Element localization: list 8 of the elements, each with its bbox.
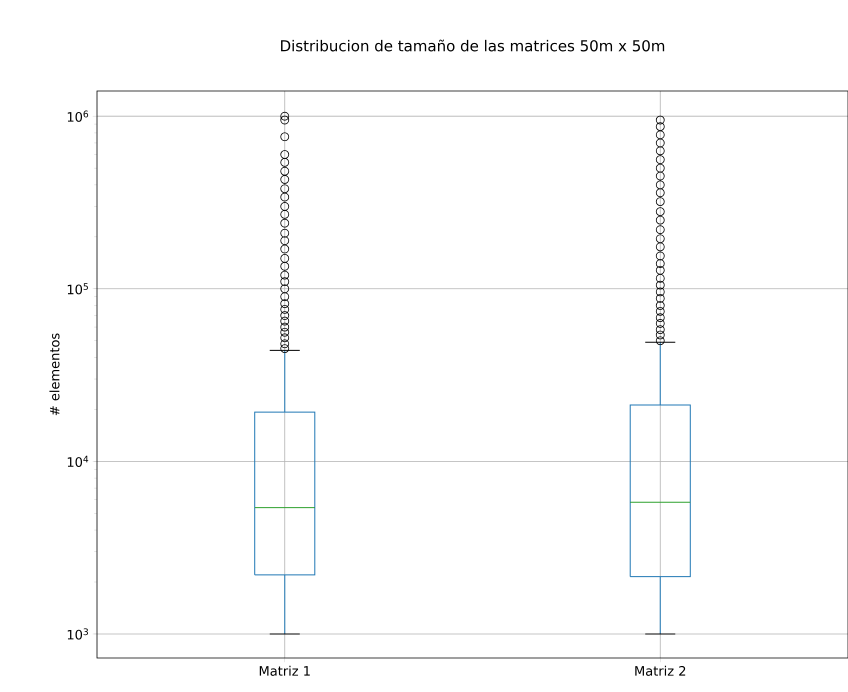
y-axis-title: # elementos	[49, 333, 60, 416]
x-tick-label: Matriz 1	[260, 666, 310, 676]
x-tick-label: Matriz 2	[635, 666, 686, 676]
y-tick-label: 10$^{3}$	[68, 628, 88, 640]
chart-title: Distribucion de tamaño de las matrices 50m x 50m	[281, 40, 664, 52]
y-tick-label: 10$^{6}$	[68, 110, 88, 122]
y-tick-label: 10$^{4}$	[68, 456, 88, 467]
y-tick-label: 10$^{5}$	[68, 283, 88, 294]
